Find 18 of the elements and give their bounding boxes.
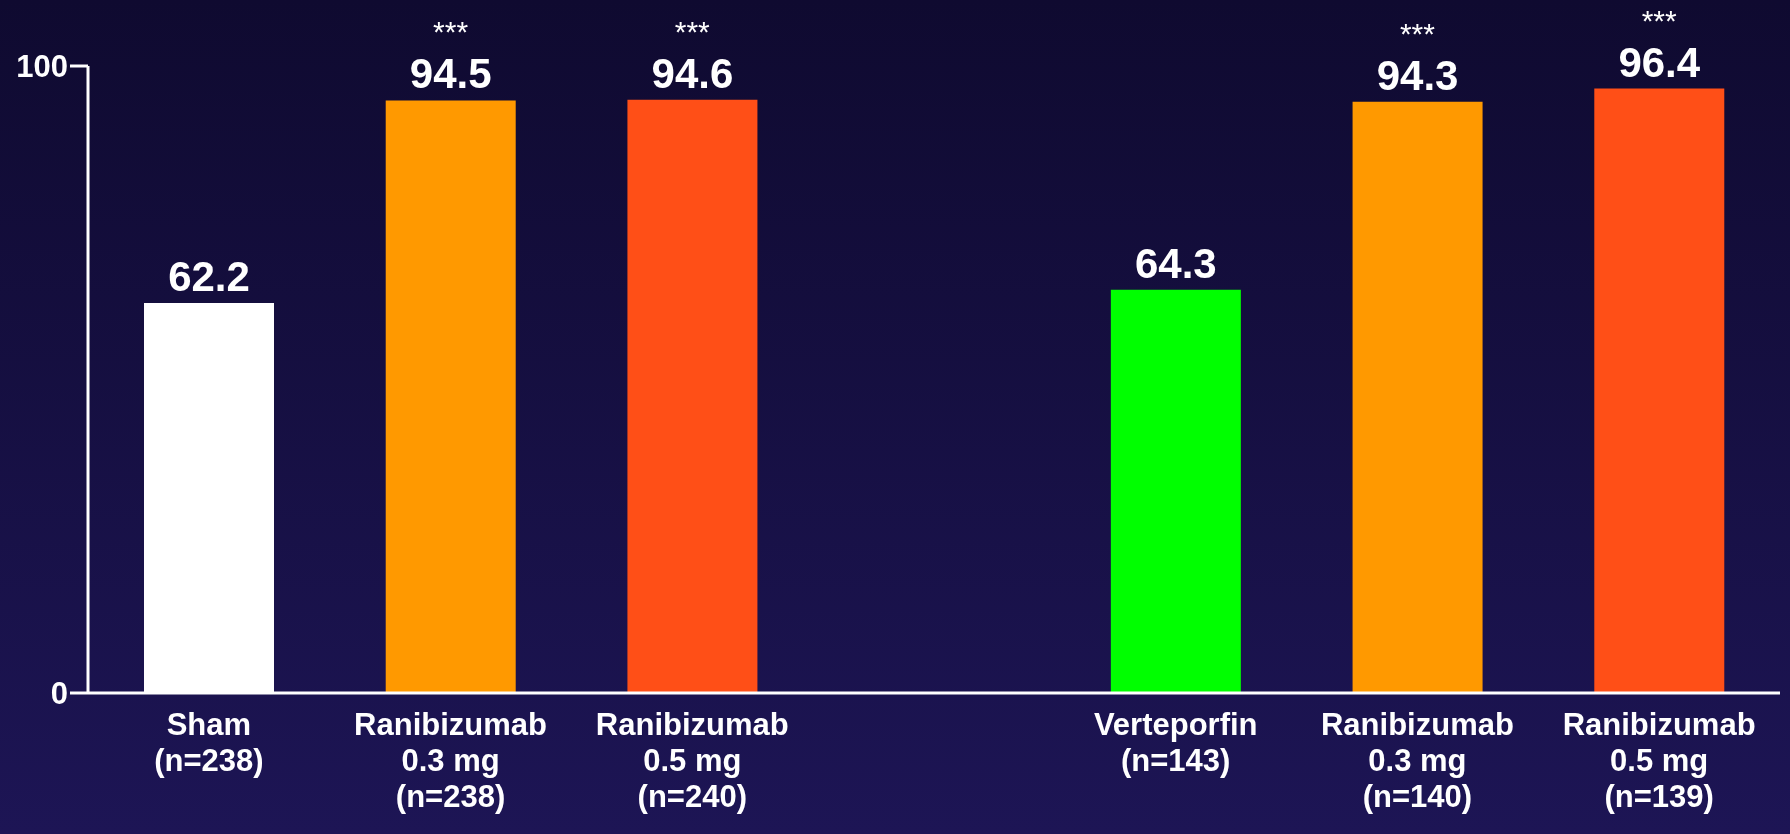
x-tick-label: Ranibizumab 0.5 mg (n=139) (1562, 707, 1756, 814)
data-label: 94.5 (409, 50, 492, 98)
x-tick-label: Verteporfin (n=143) (1093, 707, 1258, 778)
annotation: *** (1641, 3, 1677, 37)
annotation: *** (674, 14, 711, 48)
y-tick-label: 100 (16, 49, 68, 84)
annotation: *** (433, 15, 469, 49)
y-tick-label: 0 (50, 676, 68, 712)
x-tick-label: Ranibizumab 0.3 mg (n=140) (1320, 707, 1514, 814)
x-tick-label: Sham (n=238) (154, 707, 264, 778)
data-label: 94.3 (1376, 51, 1459, 99)
data-label: 96.4 (1618, 38, 1701, 86)
data-label: 62.2 (168, 253, 250, 301)
x-tick-label: Ranibizumab 0.5 mg (n=240) (595, 707, 789, 814)
data-label: 64.3 (1134, 239, 1217, 287)
annotation: *** (1399, 16, 1436, 50)
data-label: 94.6 (651, 49, 734, 97)
x-tick-label: Ranibizumab 0.3 mg (n=238) (354, 707, 548, 814)
